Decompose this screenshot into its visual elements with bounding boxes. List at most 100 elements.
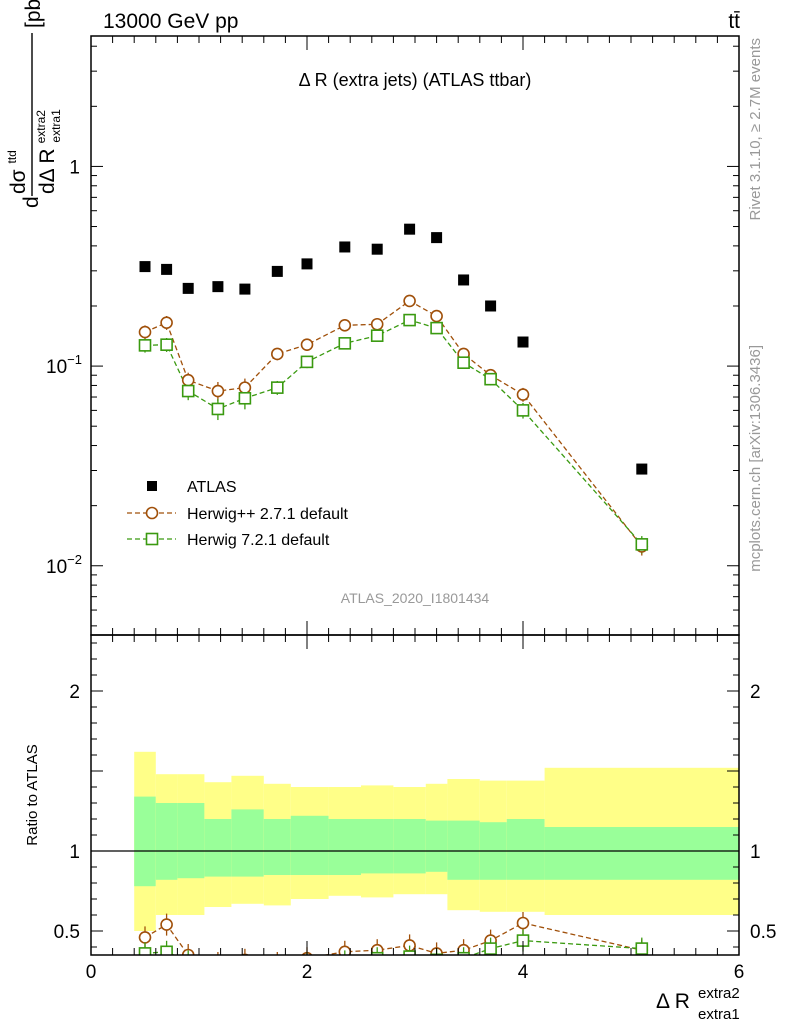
main-y-label: d dσ ttd dΔ R extra1 extra2 [pb]	[5, 0, 65, 208]
ratio-band-inner	[447, 820, 480, 880]
herwig7-point	[635, 538, 649, 551]
ratio-band-inner	[544, 827, 739, 880]
main-y-tick-label-exp: −2	[67, 552, 82, 567]
ratio-panel: 0.5 0.5 1 1 2 2 0 2 4 6 Ratio to ATLAS Δ R extra2…	[24, 634, 776, 1023]
herwigpp-point	[211, 384, 225, 398]
herwigpp-point	[300, 338, 314, 351]
main-panel: 110−110−2 Δ R (extra jets) (ATLAS ttbar)…	[5, 0, 740, 636]
herwig7-point	[338, 337, 352, 350]
ratio-y-label: Ratio to ATLAS	[24, 744, 41, 845]
atlas-point	[431, 232, 443, 244]
ratio-x-tick-label: 0	[86, 962, 97, 983]
atlas-point	[404, 223, 416, 235]
herwigpp-ratio-point	[272, 958, 283, 969]
herwig7-point	[403, 313, 416, 327]
ratio-x-tick-label: 4	[518, 962, 529, 983]
herwigpp-ratio-line	[144, 922, 642, 955]
legend-label-herwigpp: Herwig++ 2.7.1 default	[187, 506, 349, 523]
herwig7-ratio-point	[635, 942, 649, 955]
ratio-band-inner	[290, 815, 329, 875]
atlas-point	[371, 243, 383, 255]
ratio-band-inner	[263, 819, 291, 875]
atlas-point	[458, 274, 470, 286]
herwig7-ratio-point	[430, 953, 443, 955]
ratio-series-layer	[138, 912, 649, 978]
ratio-band-inner	[361, 819, 394, 874]
main-title: Δ R (extra jets) (ATLAS ttbar)	[299, 70, 532, 90]
herwig7-point	[181, 384, 195, 398]
mcplots-label: mcplots.cern.ch [arXiv:1306.3436]	[747, 345, 764, 572]
herwigpp-point	[270, 347, 284, 361]
header-final-state-label: tt̄	[728, 10, 740, 33]
ratio-y-tick-label-right: 1	[750, 842, 761, 863]
ratio-bands-layer	[91, 751, 739, 931]
herwig7-ratio-point	[403, 950, 416, 955]
ylabel-d: d	[20, 196, 43, 208]
ratio-x-label: Δ R extra2 extra1	[656, 985, 740, 1023]
herwig7-ratio-point	[138, 947, 152, 955]
header-process-label: 13000 GeV pp	[103, 10, 238, 33]
atlas-point	[339, 241, 351, 253]
herwig7-point	[457, 356, 470, 369]
ratio-x-tick-label: 2	[302, 962, 313, 983]
ylabel-unit: [pb]	[22, 0, 45, 28]
ylabel-sigma-sup: ttd	[5, 150, 19, 163]
svg-text:d: d	[20, 196, 43, 208]
ratio-band-inner	[204, 819, 232, 877]
herwigpp-ratio-point	[212, 958, 223, 969]
herwig7-ratio-point	[272, 964, 283, 975]
herwigpp-point	[430, 309, 443, 323]
ratio-y-tick-label: 1	[69, 842, 80, 863]
ratio-band-inner	[328, 819, 361, 875]
herwigpp-ratio-point	[138, 931, 152, 944]
main-y-tick-label-exp: −1	[67, 352, 82, 367]
herwig7-point	[300, 355, 314, 369]
herwig7-point	[484, 372, 497, 386]
herwig7-point	[370, 329, 384, 342]
ratio-band-inner	[177, 803, 205, 879]
ratio-band-inner	[155, 803, 178, 880]
legend-label-atlas: ATLAS	[187, 479, 237, 496]
herwig7-point	[160, 338, 173, 351]
xlabel-sub: extra1	[698, 1006, 740, 1023]
ylabel-sub: extra1	[49, 109, 63, 143]
herwigpp-point	[160, 316, 173, 329]
herwigpp-ratio-point	[160, 918, 173, 931]
herwig7-point	[270, 381, 284, 394]
ratio-band-inner	[425, 820, 448, 872]
rivet-version-label: Rivet 3.1.10, ≥ 2.7M events	[747, 38, 764, 221]
svg-text:dΔ R extra1 ex: dΔ R extra1 extra2	[34, 103, 65, 194]
xlabel-sup: extra2	[698, 985, 740, 1002]
herwig7-ratio-point	[484, 942, 497, 955]
atlas-point	[271, 265, 283, 277]
herwig7-point	[238, 391, 252, 405]
svg-text:dσ ttd: dσ ttd	[5, 150, 30, 194]
analysis-tag: ATLAS_2020_I1801434	[341, 590, 490, 606]
legend-marker-atlas	[147, 481, 157, 491]
herwigpp-point	[238, 381, 252, 394]
legend-marker-herwigpp	[145, 506, 159, 520]
main-y-tick-label-base: 10	[46, 357, 67, 378]
ratio-band-inner	[506, 819, 545, 880]
main-y-tick-label-base: 10	[46, 557, 67, 578]
herwig7-ratio-point	[239, 961, 250, 972]
herwig7-ratio-point	[457, 951, 470, 955]
herwig7-point	[430, 321, 443, 335]
atlas-point	[239, 283, 251, 295]
ylabel-sup: extra2	[34, 110, 48, 144]
herwigpp-point	[370, 317, 384, 331]
legend-entry-herwig7: Herwig 7.2.1 default	[127, 532, 330, 549]
herwig7-ratio-point	[212, 967, 223, 978]
herwigpp-ratio-point	[240, 953, 249, 955]
atlas-point	[301, 258, 313, 270]
herwigpp-point	[138, 325, 152, 339]
ratio-axis-ticks: 0.5 0.5 1 1 2 2 0 2 4 6	[54, 635, 776, 983]
main-y-tick-label: 10−1	[46, 352, 82, 378]
main-axis-ticks: 110−110−2	[46, 36, 740, 635]
ratio-y-tick-label: 0.5	[54, 922, 80, 943]
legend: ATLAS Herwig++ 2.7.1 default Herwig 7.2.…	[127, 479, 349, 549]
herwigpp-point	[338, 319, 352, 332]
atlas-point	[161, 263, 173, 275]
ratio-y-tick-label-right: 0.5	[750, 922, 776, 943]
herwigpp-point	[516, 388, 530, 401]
